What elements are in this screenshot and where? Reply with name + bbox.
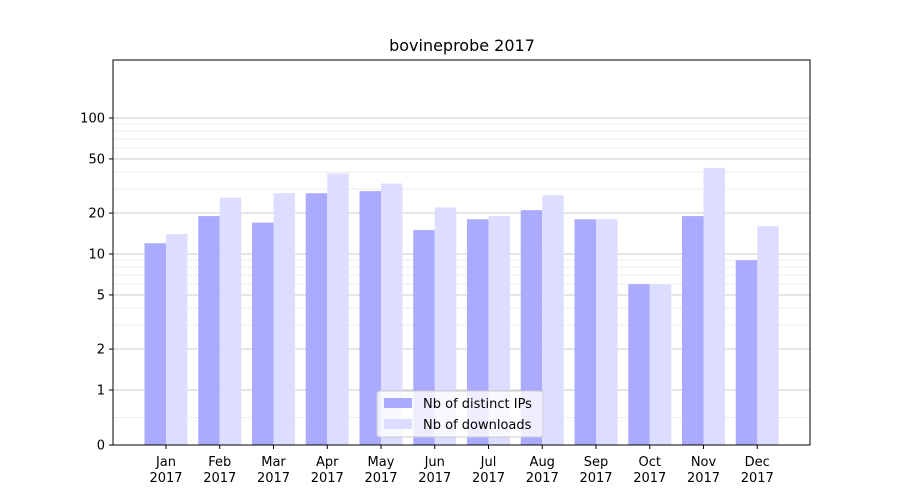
x-tick-label: Mar 2017 (257, 455, 290, 486)
bar-downloads (542, 195, 564, 445)
bar-downloads (596, 219, 618, 445)
bar-distinct-ips (305, 193, 328, 445)
bar-distinct-ips (198, 216, 220, 445)
bar-downloads (757, 226, 779, 445)
x-tick-label-line: Dec (745, 455, 770, 470)
bar-distinct-ips (574, 219, 596, 445)
legend: Nb of distinct IPs Nb of downloads (376, 390, 544, 438)
x-tick-label: Jun 2017 (418, 455, 451, 486)
x-tick-label-line: Oct (639, 455, 661, 470)
x-tick-label: May 2017 (364, 455, 397, 486)
x-tick-label-line: Mar (261, 455, 286, 470)
y-axis: 0 1 2 5 10 20 50 100 (80, 112, 113, 454)
bar-downloads (166, 234, 188, 445)
x-tick-label-line: 2017 (418, 471, 451, 486)
y-tick-label: 50 (88, 152, 105, 167)
x-tick-label: Sep 2017 (579, 455, 612, 486)
x-tick-label-line: 2017 (149, 471, 182, 486)
x-tick-label: Oct 2017 (633, 455, 666, 486)
legend-swatch (384, 419, 412, 429)
bar-distinct-ips (682, 216, 704, 445)
x-tick-label-line: Jul (480, 455, 497, 470)
legend-label: Nb of downloads (423, 418, 532, 433)
x-tick-label-line: Jun (424, 455, 445, 470)
chart-title: bovineprobe 2017 (389, 36, 535, 55)
x-tick-label-line: 2017 (257, 471, 290, 486)
x-tick-label-line: 2017 (741, 471, 774, 486)
bar-distinct-ips (628, 284, 650, 445)
bar-downloads (434, 207, 457, 445)
x-tick-label-line: 2017 (633, 471, 666, 486)
legend-label: Nb of distinct IPs (423, 397, 532, 412)
x-tick-label-line: 2017 (687, 471, 720, 486)
bar-downloads (649, 284, 672, 445)
bars (144, 167, 779, 445)
y-tick-label: 20 (88, 207, 105, 222)
x-tick-label-line: 2017 (579, 471, 612, 486)
x-tick-label-line: Jan (155, 455, 176, 470)
x-tick-label-line: Feb (208, 455, 231, 470)
x-tick-label-line: 2017 (364, 471, 397, 486)
x-tick-label: Aug 2017 (526, 455, 559, 486)
x-tick-label: Feb 2017 (203, 455, 236, 486)
x-tick-label-line: 2017 (311, 471, 344, 486)
x-tick-label-line: 2017 (526, 471, 559, 486)
x-tick-label-line: May (368, 455, 395, 470)
y-tick-label: 0 (97, 439, 105, 454)
bar-downloads (703, 167, 725, 445)
plot-frame (112, 59, 811, 446)
x-tick-label-line: Aug (530, 455, 555, 470)
bar-distinct-ips (735, 260, 758, 445)
x-tick-label: Jul 2017 (472, 455, 505, 486)
bar-distinct-ips (144, 243, 166, 445)
x-tick-label: Jan 2017 (149, 455, 182, 486)
x-tick-label-line: 2017 (203, 471, 236, 486)
x-tick-label-line: Apr (316, 455, 339, 470)
y-tick-label: 5 (97, 288, 105, 303)
y-tick-label: 100 (80, 112, 105, 127)
bar-downloads (488, 216, 510, 445)
legend-swatch (384, 398, 412, 408)
bar-distinct-ips (467, 219, 489, 445)
bar-distinct-ips (252, 222, 274, 445)
bar-downloads (219, 197, 242, 445)
y-tick-label: 1 (97, 384, 105, 399)
x-tick-label-line: Sep (584, 455, 609, 470)
x-tick-label: Dec 2017 (741, 455, 774, 486)
bar-downloads (327, 173, 349, 445)
y-tick-label: 10 (88, 248, 105, 263)
bar-distinct-ips (520, 210, 543, 445)
x-tick-label-line: 2017 (472, 471, 505, 486)
y-tick-label: 2 (97, 343, 105, 358)
legend-box (376, 390, 544, 438)
bar-downloads (381, 183, 403, 445)
x-tick-label: Apr 2017 (311, 455, 344, 486)
x-tick-label-line: Nov (691, 455, 717, 470)
x-tick-label: Nov 2017 (687, 455, 720, 486)
bar-distinct-ips (359, 191, 381, 445)
bar-downloads (273, 193, 295, 445)
